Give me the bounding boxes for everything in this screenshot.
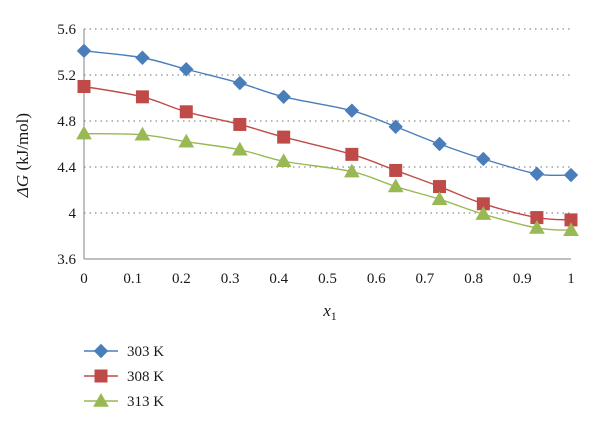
series-303k (76, 43, 579, 183)
y-tick-label: 5.6 (57, 22, 76, 38)
legend-label-303k: 303 K (127, 344, 164, 360)
data-point-308k (433, 180, 447, 194)
data-point-303k (529, 166, 545, 182)
data-point-308k (389, 163, 403, 177)
data-point-313k (178, 133, 195, 148)
x-tick-label: 0.3 (221, 271, 240, 287)
x-tick-label: 0.2 (172, 271, 191, 287)
y-axis-label-symbol: ΔG (13, 175, 32, 198)
y-tick-label: 4 (69, 206, 77, 222)
legend: 303 K 308 K 313 K (84, 343, 164, 410)
data-point-313k (343, 163, 360, 178)
data-point-303k (344, 103, 360, 118)
y-tick-label: 5.2 (57, 68, 76, 84)
data-point-303k (432, 136, 447, 152)
data-point-303k (276, 89, 291, 105)
data-point-313k (275, 153, 292, 167)
data-point-303k (563, 167, 579, 183)
series-308k (77, 80, 578, 227)
data-point-313k (134, 126, 151, 141)
x-tick-label: 0.1 (123, 271, 142, 287)
data-point-308k (179, 105, 193, 119)
grid-lines (84, 28, 571, 214)
y-tick-label: 4.8 (57, 114, 76, 130)
data-point-303k (232, 75, 248, 91)
data-point-313k (76, 125, 92, 140)
axes (83, 29, 571, 260)
legend-marker-308k (94, 369, 108, 383)
tick-labels: 3.6 4 4.4 4.8 5.2 5.6 0 0.1 0.2 0.3 0.4 0.5 0.6 0.7 0.… (57, 22, 575, 287)
x-tick-label: 0.9 (513, 271, 532, 287)
series-313k (76, 125, 579, 236)
y-axis-label: ΔG (kJ/mol) (13, 113, 32, 198)
data-point-303k (179, 62, 194, 77)
data-point-313k (529, 219, 545, 234)
x-axis-label-subscript: 1 (331, 309, 337, 323)
data-point-308k (277, 130, 291, 144)
axis-labels: x1 ΔG (kJ/mol) (13, 113, 337, 323)
legend-item-308k: 308 K (84, 369, 164, 385)
legend-item-303k: 303 K (84, 343, 164, 360)
data-point-313k (475, 206, 492, 220)
data-point-313k (431, 191, 448, 205)
x-tick-label: 0.6 (367, 271, 386, 287)
x-tick-label: 0.5 (318, 271, 337, 287)
data-point-313k (387, 178, 404, 193)
data-point-303k (388, 119, 403, 134)
data-point-308k (345, 147, 359, 161)
y-tick-label: 3.6 (57, 252, 76, 268)
data-point-308k (77, 80, 91, 93)
x-tick-label: 0.4 (269, 271, 288, 287)
data-point-308k (233, 117, 247, 131)
series-line-308k (83, 85, 572, 221)
x-tick-label: 1 (567, 271, 575, 287)
data-point-308k (135, 90, 149, 104)
data-point-303k (135, 50, 150, 65)
x-axis-label-main: x (322, 301, 331, 320)
legend-label-313k: 313 K (127, 394, 164, 410)
series-line-303k (83, 50, 572, 177)
legend-marker-303k (93, 343, 109, 359)
y-axis-label-unit: (kJ/mol) (13, 113, 32, 175)
y-tick-label: 4.4 (57, 160, 76, 176)
data-point-303k (76, 43, 92, 59)
data-point-303k (476, 151, 491, 167)
x-tick-label: 0.7 (416, 271, 435, 287)
x-tick-label: 0.8 (464, 271, 483, 287)
x-axis-label: x1 (322, 301, 337, 323)
x-tick-label: 0 (80, 271, 88, 287)
data-point-313k (231, 141, 248, 156)
legend-label-308k: 308 K (127, 369, 164, 385)
legend-item-313k: 313 K (84, 392, 164, 410)
legend-marker-313k (93, 392, 109, 407)
series-group (76, 43, 579, 236)
data-point-313k (563, 222, 579, 236)
